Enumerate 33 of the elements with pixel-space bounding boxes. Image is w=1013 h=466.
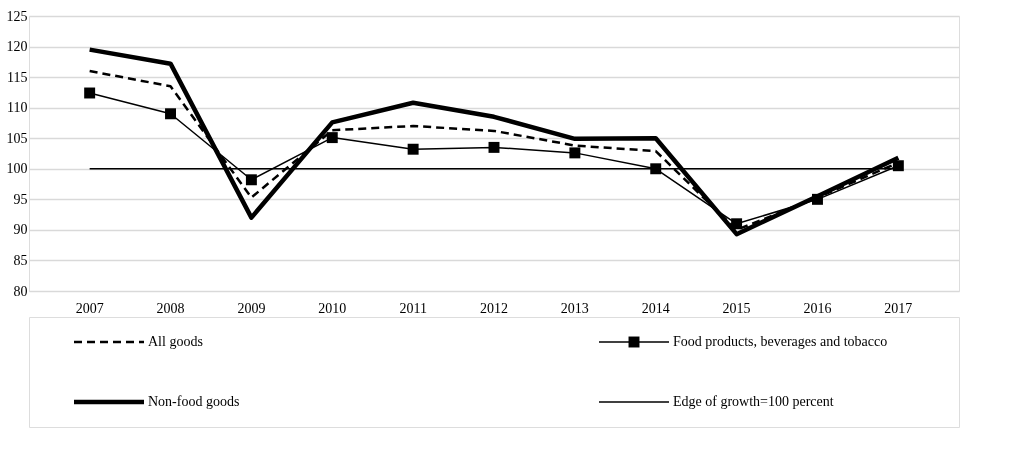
x-tick-label: 2012 <box>480 300 508 316</box>
point <box>165 108 176 120</box>
legend-label: All goods <box>148 334 203 349</box>
y-tick-label: 115 <box>7 69 28 85</box>
y-tick-label: 110 <box>7 100 28 116</box>
y-tick-label: 100 <box>6 161 28 177</box>
x-tick-label: 2011 <box>399 300 427 316</box>
x-tick-label: 2015 <box>722 300 751 316</box>
y-tick-label: 90 <box>13 222 28 238</box>
x-tick-label: 2008 <box>156 300 185 316</box>
point <box>245 174 257 186</box>
point <box>569 147 581 159</box>
y-tick-label: 120 <box>6 39 28 55</box>
point <box>84 87 96 99</box>
legend-label: Non-food goods <box>148 394 240 409</box>
point <box>407 143 419 155</box>
x-tick-label: 2013 <box>560 300 589 316</box>
legend-label: Edge of growth=100 percent <box>673 394 834 409</box>
x-tick-label: 2016 <box>803 300 832 316</box>
x-tick-label: 2007 <box>75 300 104 316</box>
x-tick-label: 2017 <box>884 300 913 316</box>
y-tick-label: 95 <box>13 191 28 207</box>
x-tick-label: 2014 <box>641 300 670 316</box>
x-tick-label: 2009 <box>237 300 266 316</box>
y-tick-label: 105 <box>6 130 28 146</box>
point <box>731 218 743 230</box>
y-tick-label: 125 <box>6 8 28 24</box>
y-tick-label: 80 <box>13 283 28 299</box>
point <box>488 141 500 153</box>
legend-label: Food products, beverages and tobacco <box>673 334 888 349</box>
y-tick-label: 85 <box>13 252 28 268</box>
point <box>326 132 338 144</box>
x-tick-label: 2010 <box>318 300 347 316</box>
